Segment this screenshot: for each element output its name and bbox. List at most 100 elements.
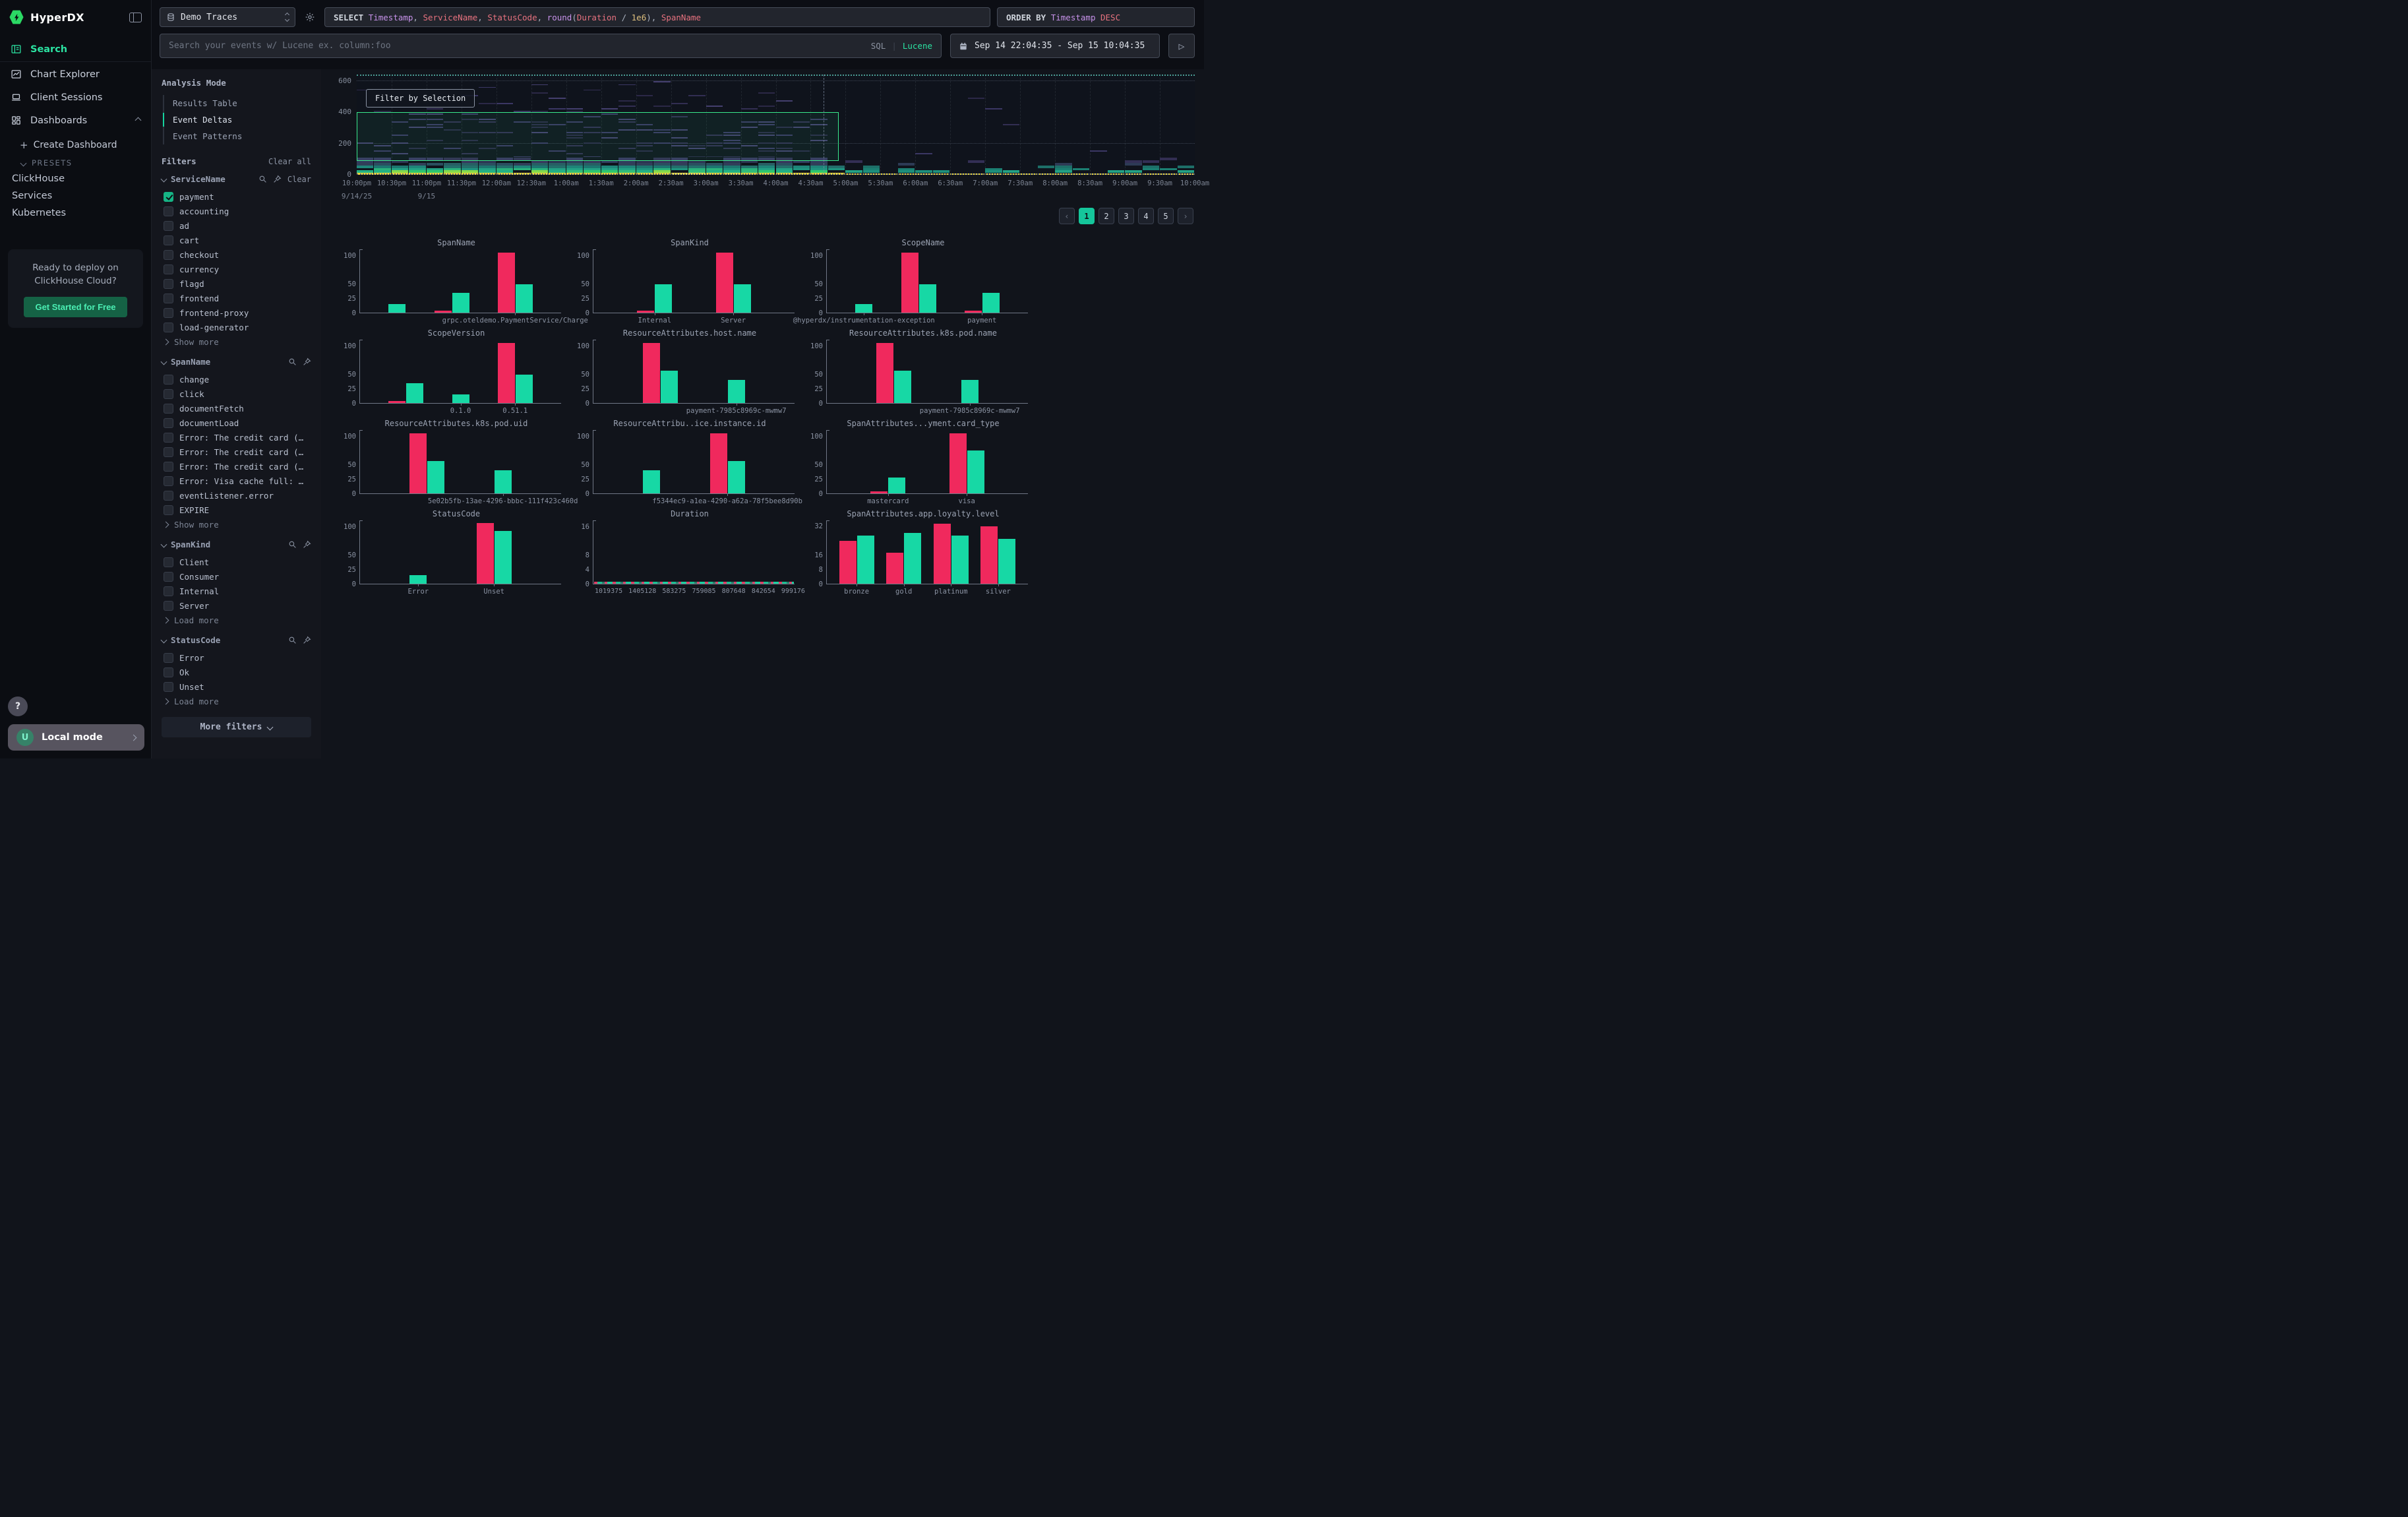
filter-option-internal[interactable]: Internal (162, 584, 311, 598)
checkbox[interactable] (164, 389, 173, 399)
sql-toggle[interactable]: SQL (871, 41, 886, 51)
checkbox[interactable] (164, 294, 173, 303)
checkbox[interactable] (164, 447, 173, 457)
clear-all-filters-button[interactable]: Clear all (268, 157, 311, 166)
sidebar-item-search[interactable]: Search (0, 38, 151, 61)
presets-toggle[interactable]: PRESETS (20, 154, 151, 170)
sidebar-item-clickhouse[interactable]: ClickHouse (12, 170, 151, 187)
checkbox[interactable] (164, 601, 173, 611)
load-more-button[interactable]: Load more (162, 613, 311, 625)
search-input[interactable] (169, 41, 864, 51)
checkbox[interactable] (164, 264, 173, 274)
checkbox[interactable] (164, 682, 173, 692)
create-dashboard-button[interactable]: + Create Dashboard (20, 136, 151, 154)
pin-icon[interactable] (303, 357, 311, 366)
filter-option-error-visa-cache-full[interactable]: Error: Visa cache full: … (162, 474, 311, 488)
filter-option-ok[interactable]: Ok (162, 665, 311, 679)
page-button-5[interactable]: 5 (1158, 208, 1174, 224)
checkbox[interactable] (164, 505, 173, 515)
filter-option-error-the-credit-card[interactable]: Error: The credit card (… (162, 445, 311, 459)
show-more-button[interactable]: Show more (162, 334, 311, 347)
lucene-toggle[interactable]: Lucene (903, 41, 932, 51)
heatmap-selection[interactable] (357, 112, 839, 161)
select-clause-input[interactable]: SELECT Timestamp, ServiceName, StatusCod… (324, 7, 990, 27)
source-select[interactable]: Demo Traces (160, 7, 295, 27)
filter-option-server[interactable]: Server (162, 598, 311, 613)
show-more-button[interactable]: Show more (162, 517, 311, 530)
filter-option-accounting[interactable]: accounting (162, 204, 311, 218)
checkbox[interactable] (164, 586, 173, 596)
filter-option-checkout[interactable]: checkout (162, 247, 311, 262)
filter-option-expire[interactable]: EXPIRE (162, 503, 311, 517)
page-button-1[interactable]: 1 (1079, 208, 1095, 224)
checkbox[interactable] (164, 476, 173, 486)
sidebar-item-kubernetes[interactable]: Kubernetes (12, 204, 151, 222)
checkbox[interactable] (164, 557, 173, 567)
search-icon[interactable] (288, 357, 297, 366)
filter-group-clear-button[interactable]: Clear (287, 175, 311, 184)
checkbox[interactable] (164, 491, 173, 501)
filter-option-currency[interactable]: currency (162, 262, 311, 276)
analysis-mode-event-deltas[interactable]: Event Deltas (164, 111, 311, 128)
filter-option-flagd[interactable]: flagd (162, 276, 311, 291)
sidebar-item-chart-explorer[interactable]: Chart Explorer (0, 63, 151, 86)
collapse-sidebar-icon[interactable] (129, 13, 142, 22)
event-deltas-heatmap[interactable]: Filter by Selection (357, 75, 1195, 175)
filter-option-change[interactable]: change (162, 372, 311, 387)
checkbox[interactable] (164, 206, 173, 216)
page-button-3[interactable]: 3 (1118, 208, 1134, 224)
filter-option-documentfetch[interactable]: documentFetch (162, 401, 311, 416)
filter-option-frontend-proxy[interactable]: frontend-proxy (162, 305, 311, 320)
checkbox[interactable] (164, 235, 173, 245)
checkbox[interactable] (164, 433, 173, 443)
analysis-mode-results-table[interactable]: Results Table (164, 95, 311, 111)
load-more-button[interactable]: Load more (162, 694, 311, 706)
filter-by-selection-button[interactable]: Filter by Selection (366, 89, 475, 108)
filter-option-error-the-credit-card[interactable]: Error: The credit card (… (162, 459, 311, 474)
get-started-button[interactable]: Get Started for Free (24, 297, 127, 317)
filter-option-error[interactable]: Error (162, 650, 311, 665)
checkbox[interactable] (164, 653, 173, 663)
search-icon[interactable] (288, 636, 297, 644)
checkbox[interactable] (164, 462, 173, 472)
sidebar-item-client-sessions[interactable]: Client Sessions (0, 86, 151, 109)
filter-option-cart[interactable]: cart (162, 233, 311, 247)
filter-option-client[interactable]: Client (162, 555, 311, 569)
orderby-input[interactable]: ORDER BY Timestamp DESC (997, 7, 1195, 27)
sidebar-item-services[interactable]: Services (12, 187, 151, 204)
page-button-2[interactable]: 2 (1099, 208, 1114, 224)
filter-option-ad[interactable]: ad (162, 218, 311, 233)
filter-option-frontend[interactable]: frontend (162, 291, 311, 305)
filter-option-load-generator[interactable]: load-generator (162, 320, 311, 334)
checkbox[interactable] (164, 375, 173, 385)
checkbox[interactable] (164, 572, 173, 582)
checkbox[interactable] (164, 404, 173, 414)
search-icon[interactable] (258, 175, 267, 183)
previous-page-button[interactable]: ‹ (1059, 208, 1075, 224)
checkbox[interactable] (164, 279, 173, 289)
sidebar-item-dashboards[interactable]: Dashboards (0, 109, 151, 132)
run-query-button[interactable]: ▷ (1168, 34, 1195, 58)
page-button-4[interactable]: 4 (1138, 208, 1154, 224)
checkbox[interactable] (164, 418, 173, 428)
checkbox[interactable] (164, 667, 173, 677)
pin-icon[interactable] (303, 636, 311, 644)
date-range-picker[interactable]: Sep 14 22:04:35 - Sep 15 10:04:35 (950, 34, 1160, 58)
checkbox[interactable] (164, 192, 173, 202)
pin-icon[interactable] (303, 540, 311, 549)
search-icon[interactable] (288, 540, 297, 549)
checkbox[interactable] (164, 308, 173, 318)
local-mode-menu[interactable]: U Local mode (8, 724, 144, 751)
filter-option-unset[interactable]: Unset (162, 679, 311, 694)
checkbox[interactable] (164, 250, 173, 260)
analysis-mode-event-patterns[interactable]: Event Patterns (164, 128, 311, 144)
pin-icon[interactable] (273, 175, 282, 183)
filter-option-eventlistener-error[interactable]: eventListener.error (162, 488, 311, 503)
filter-option-payment[interactable]: payment (162, 189, 311, 204)
filter-option-consumer[interactable]: Consumer (162, 569, 311, 584)
chevron-up-icon[interactable] (135, 117, 142, 124)
filter-option-error-the-credit-card[interactable]: Error: The credit card (… (162, 430, 311, 445)
more-filters-button[interactable]: More filters (162, 717, 311, 737)
filter-option-click[interactable]: click (162, 387, 311, 401)
checkbox[interactable] (164, 323, 173, 332)
